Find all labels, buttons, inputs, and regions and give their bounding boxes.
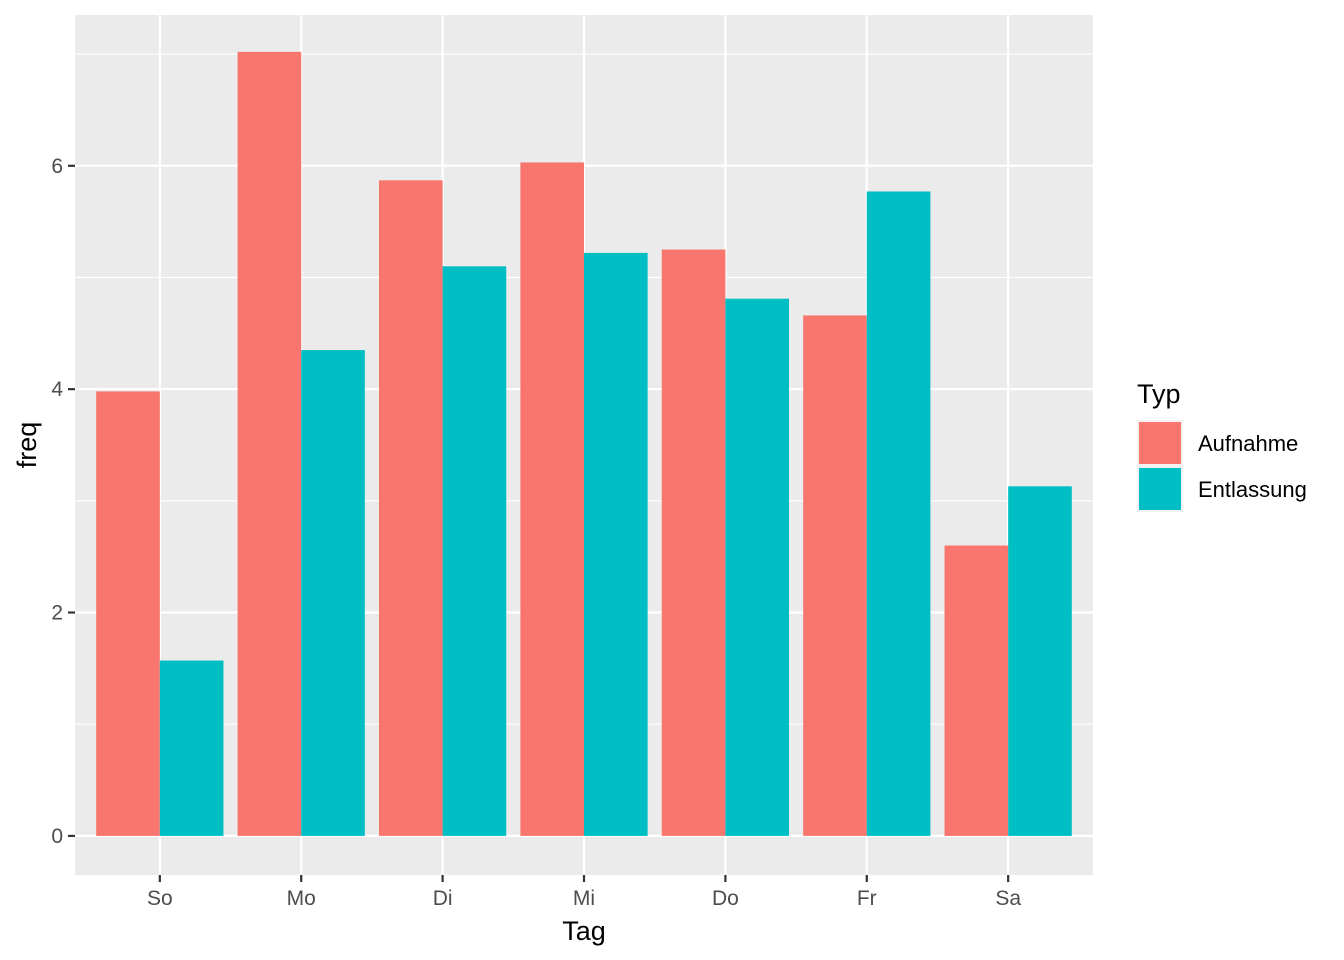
x-tick-label: Fr <box>857 887 877 910</box>
bar-aufnahme-mo <box>237 51 302 836</box>
y-tick-label: 6 <box>51 155 63 178</box>
bar-aufnahme-di <box>378 180 443 836</box>
bars <box>96 51 1072 836</box>
legend: Typ Aufnahme Entlassung <box>1137 379 1307 512</box>
x-tick-label: Mi <box>573 887 595 910</box>
bar-aufnahme-do <box>661 249 726 836</box>
x-axis-title: Tag <box>562 916 606 946</box>
x-axis: So Mo Di Mi Do Fr Sa <box>147 875 1021 910</box>
bar-aufnahme-fr <box>803 315 867 836</box>
y-tick-label: 0 <box>51 825 63 848</box>
legend-swatch-entlassung <box>1139 468 1181 510</box>
legend-swatch-aufnahme <box>1139 422 1181 464</box>
x-tick-label: Mo <box>287 887 316 910</box>
bar-aufnahme-sa <box>944 545 1009 836</box>
y-tick-label: 2 <box>51 602 63 625</box>
bar-entlassung-sa <box>1008 486 1072 836</box>
x-tick-label: Do <box>712 887 739 910</box>
legend-label-aufnahme: Aufnahme <box>1198 431 1298 456</box>
bar-aufnahme-so <box>96 391 160 836</box>
legend-title: Typ <box>1137 379 1181 409</box>
y-axis-title: freq <box>12 422 42 469</box>
bar-aufnahme-mi <box>520 162 584 836</box>
x-tick-label: So <box>147 887 173 910</box>
y-tick-label: 4 <box>51 378 63 401</box>
bar-entlassung-di <box>442 266 507 836</box>
x-tick-label: Sa <box>995 887 1021 910</box>
legend-label-entlassung: Entlassung <box>1198 477 1307 502</box>
bar-entlassung-do <box>725 298 790 836</box>
bar-entlassung-mo <box>301 350 365 836</box>
bar-entlassung-so <box>159 660 224 836</box>
bar-entlassung-fr <box>866 191 931 836</box>
x-tick-label: Di <box>433 887 453 910</box>
bar-entlassung-mi <box>584 252 648 836</box>
y-axis: 0 2 4 6 <box>51 155 75 848</box>
